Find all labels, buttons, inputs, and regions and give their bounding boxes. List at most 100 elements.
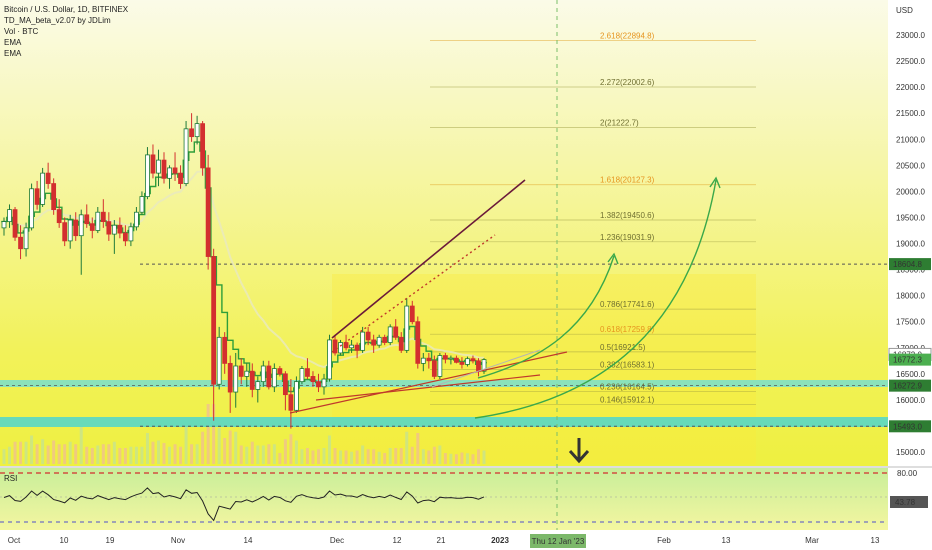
volume-bar — [261, 445, 265, 464]
candle — [365, 326, 371, 346]
volume-bar — [267, 444, 271, 464]
candle — [431, 355, 437, 380]
price-tag-bg — [889, 420, 931, 433]
volume-bar — [46, 445, 50, 464]
candle — [321, 373, 327, 395]
candle — [12, 207, 18, 241]
candle — [349, 339, 354, 353]
volume-bar — [68, 441, 72, 464]
volume-bar — [123, 448, 127, 464]
projection-arrows — [474, 176, 721, 419]
volume-bar — [294, 440, 298, 464]
currency-label: USD — [896, 6, 913, 15]
candle — [62, 217, 68, 247]
candle — [360, 326, 366, 353]
volume-bar — [30, 435, 34, 464]
candle — [56, 199, 62, 228]
candle — [145, 147, 150, 200]
candle — [409, 300, 415, 325]
candle — [100, 199, 106, 228]
volume-bar — [52, 440, 56, 464]
candle — [415, 316, 421, 369]
volume-bar — [465, 453, 469, 464]
fib-level-label: 1.618(20127.3) — [600, 176, 655, 185]
fib-level-label: 0.618(17259.8) — [600, 325, 655, 334]
volume-bar — [344, 450, 348, 464]
volume-bar — [179, 446, 183, 464]
volume-bar — [405, 431, 409, 464]
price-tag-label: 16772.3 — [893, 356, 922, 365]
volume-bar — [289, 434, 293, 464]
volume-bar — [432, 446, 436, 464]
price-tag-bg — [889, 353, 931, 366]
rsi-pane-title[interactable]: RSI — [4, 474, 18, 483]
candle — [249, 363, 255, 398]
candle — [23, 222, 29, 257]
price-axis-tick: 17500.0 — [896, 318, 925, 327]
candle — [51, 178, 57, 215]
candle — [426, 352, 432, 369]
candle — [139, 191, 145, 215]
trendline-wedge — [431, 349, 541, 388]
legend-indicator-volume[interactable]: Vol · BTC — [4, 27, 39, 36]
volume-bar — [421, 449, 425, 464]
fibonacci-levels: 2.618(22894.8) 2.272(22002.6) 2(21222.7) 1.… — [430, 31, 756, 405]
rsi-line — [3, 487, 485, 522]
candle — [382, 334, 388, 346]
candle — [404, 298, 410, 353]
candle — [134, 207, 139, 231]
price-axis-tick: 21500.0 — [896, 109, 925, 118]
candle — [183, 121, 189, 187]
price-axis-tick: 16500.0 — [896, 370, 925, 379]
candle — [470, 355, 476, 364]
legend-indicator-tdma[interactable]: TD_MA_beta_v2.07 by JDLim — [4, 16, 111, 25]
rsi-axis-label-80: 80.00 — [897, 469, 918, 478]
time-axis-tick: Dec — [330, 536, 344, 545]
time-axis-tick: 13 — [871, 536, 880, 545]
volume-bar — [57, 444, 61, 464]
candle — [122, 225, 128, 247]
support-band — [0, 380, 888, 387]
volume-bar — [234, 431, 238, 464]
legend-symbol[interactable]: Bitcoin / U.S. Dollar, 1D, BITFINEX — [4, 5, 129, 14]
candle — [310, 371, 316, 387]
candle — [437, 352, 443, 380]
candle — [205, 154, 211, 270]
volume-bar — [118, 448, 122, 464]
fib-level-label: 2.272(22002.6) — [600, 78, 655, 87]
legend-indicator-ema-2[interactable]: EMA — [4, 49, 22, 58]
candle — [40, 167, 46, 208]
price-axis-tick: 20000.0 — [896, 187, 925, 196]
candle — [465, 356, 470, 367]
consolidation-box — [332, 274, 756, 464]
volume-bar — [41, 439, 45, 464]
volume-bar — [272, 444, 276, 464]
time-axis-tick: Feb — [657, 536, 671, 545]
candle — [327, 334, 332, 382]
volume-bar — [173, 444, 177, 464]
price-axis-tick: 19500.0 — [896, 213, 925, 222]
support-band-lower — [0, 417, 888, 427]
candle — [1, 217, 7, 236]
volume-bar — [2, 449, 6, 464]
legend-indicator-ema-1[interactable]: EMA — [4, 38, 22, 47]
candle — [376, 334, 382, 348]
time-axis-tick: 19 — [106, 536, 115, 545]
volume-bar — [195, 444, 199, 464]
candle — [387, 324, 393, 346]
fib-level-label: 0.5(16921.5) — [600, 343, 646, 352]
time-axis[interactable]: Oct 10 19 Nov 14 Dec 12 21 2023 Feb 13 Mar 13 Thu 12 … — [8, 534, 880, 548]
volume-bar — [311, 450, 315, 464]
volume-bar — [19, 441, 23, 464]
candle — [288, 379, 294, 429]
down-arrow-icon — [568, 438, 590, 464]
candle — [194, 115, 200, 145]
price-tag-bg — [889, 258, 931, 271]
candle — [354, 342, 360, 359]
time-axis-tick: Oct — [8, 536, 21, 545]
candle — [299, 365, 305, 385]
volume-bar — [443, 453, 447, 464]
